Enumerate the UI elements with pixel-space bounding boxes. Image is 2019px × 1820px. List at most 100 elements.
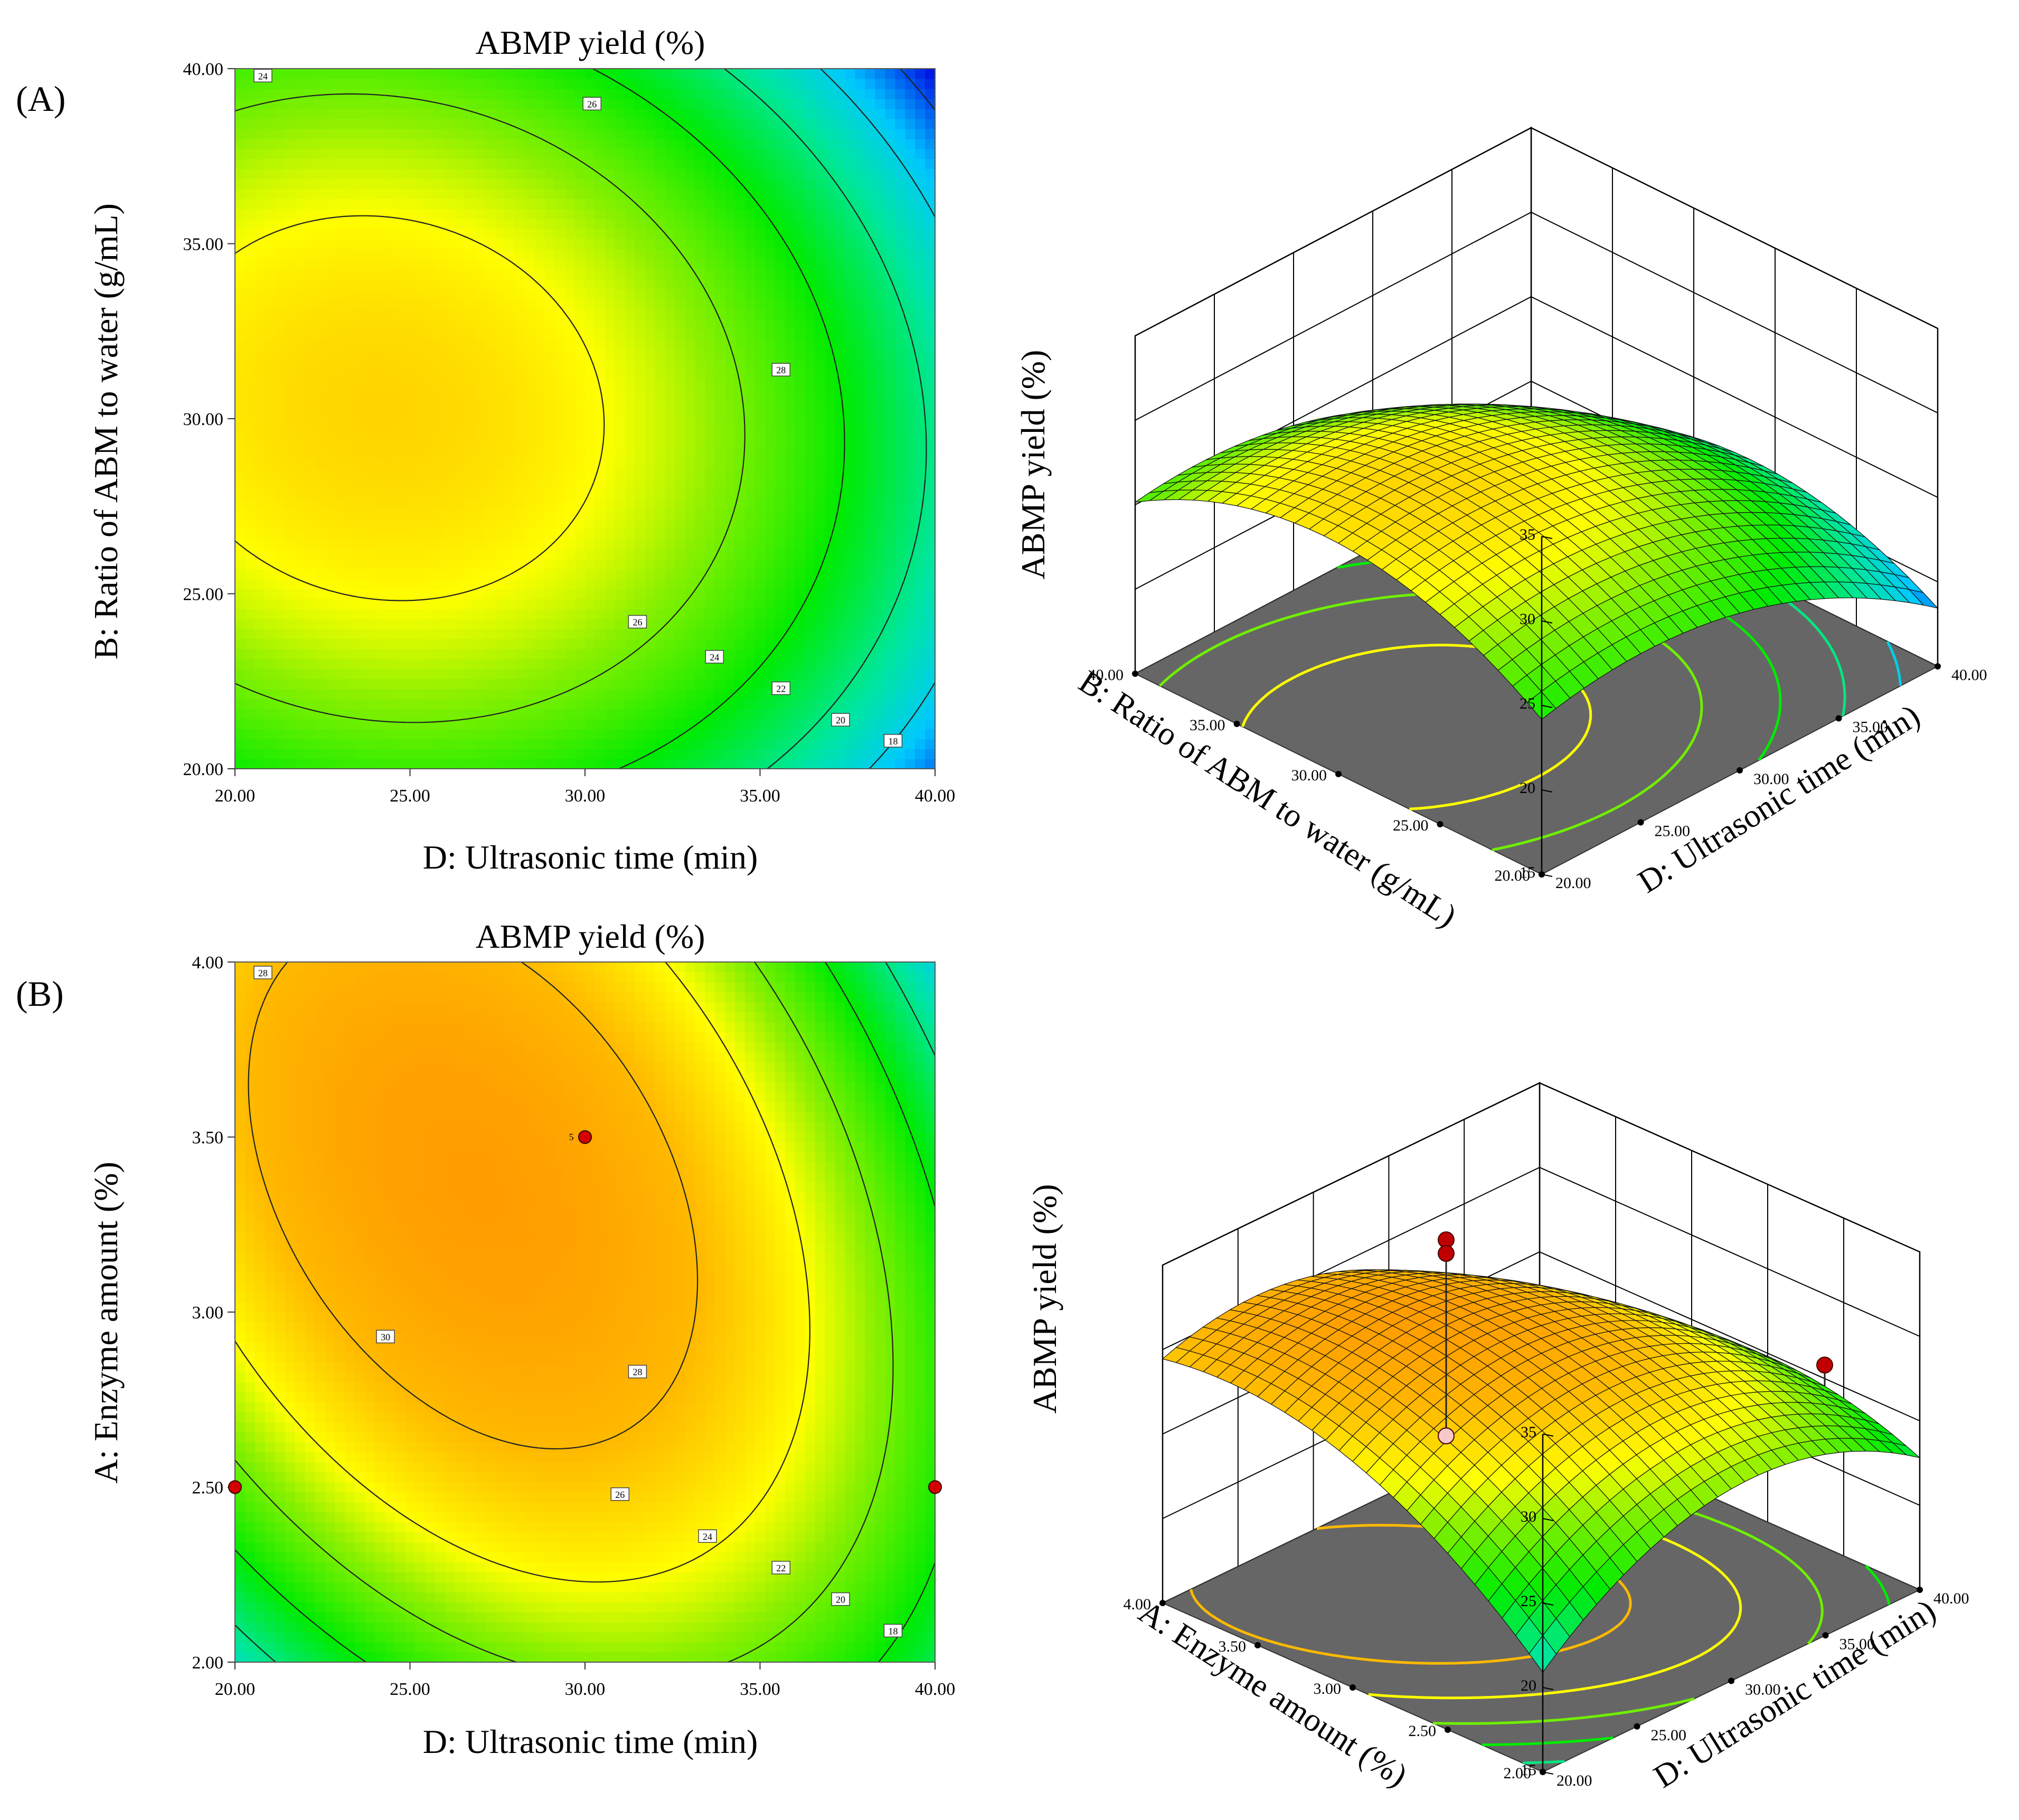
fill-cell	[405, 239, 416, 249]
fill-cell	[335, 569, 346, 579]
fill-cell	[235, 468, 246, 479]
fill-cell	[915, 328, 926, 340]
fill-cell	[235, 438, 246, 449]
fill-cell	[825, 569, 836, 579]
fill-cell	[315, 488, 326, 499]
fill-cell	[265, 239, 276, 249]
fill-cell	[625, 448, 636, 459]
fill-cell	[295, 678, 306, 690]
fill-cell	[695, 258, 706, 269]
fill-cell	[565, 348, 575, 360]
fill-cell	[315, 699, 326, 710]
fill-cell	[395, 389, 405, 399]
fill-cell	[275, 128, 286, 139]
fill-cell	[565, 668, 575, 680]
fill-cell	[285, 579, 296, 589]
fill-cell	[675, 138, 686, 149]
fill-cell	[244, 359, 256, 369]
fill-cell	[525, 318, 535, 329]
fill-cell	[495, 268, 506, 279]
fill-cell	[495, 428, 506, 439]
fill-cell	[345, 689, 356, 700]
fill-cell	[585, 599, 596, 609]
fill-cell	[345, 668, 356, 680]
fill-cell	[845, 438, 856, 449]
fill-cell	[565, 709, 575, 719]
fill-cell	[755, 369, 766, 379]
fill-cell	[395, 158, 405, 169]
fill-cell	[395, 219, 405, 229]
fill-cell	[805, 729, 816, 739]
fill-cell	[645, 498, 656, 510]
fill-cell	[435, 759, 446, 769]
fill-cell	[385, 589, 395, 599]
fill-cell	[545, 438, 555, 449]
fill-cell	[815, 118, 826, 129]
fill-cell	[905, 379, 916, 389]
fill-cell	[315, 178, 326, 190]
fill-cell	[915, 78, 926, 89]
fill-cell	[575, 298, 586, 309]
fill-cell	[385, 599, 395, 609]
contour-lines-a	[234, 68, 936, 770]
fill-cell	[325, 529, 336, 540]
fill-cell	[424, 258, 436, 269]
fill-cell	[835, 729, 846, 739]
fill-cell	[775, 729, 786, 739]
fill-cell	[765, 628, 776, 639]
fill-cell	[465, 719, 476, 729]
fill-cell	[395, 318, 405, 329]
fill-cell	[595, 88, 606, 99]
fill-cell	[875, 709, 885, 719]
fill-cell	[285, 348, 296, 360]
fill-cell	[485, 428, 496, 439]
fill-cell	[465, 168, 476, 180]
fill-cell	[695, 298, 706, 309]
fill-cell	[325, 69, 336, 79]
fill-cell	[875, 749, 885, 759]
fill-cell	[525, 78, 535, 89]
fill-cell	[395, 618, 405, 629]
fill-cell	[685, 278, 696, 289]
fill-cell	[845, 689, 856, 700]
fill-cell	[525, 529, 535, 540]
fill-cell	[835, 739, 846, 749]
fill-cell	[725, 599, 735, 609]
fill-cell	[485, 638, 496, 649]
fill-cell	[265, 569, 276, 579]
fill-cell	[725, 759, 735, 769]
fill-cell	[355, 419, 365, 429]
fill-cell	[405, 658, 416, 669]
fill-cell	[515, 379, 526, 389]
fill-cell	[755, 399, 766, 409]
fill-cell	[695, 369, 706, 379]
fill-cell	[285, 359, 296, 369]
fill-cell	[525, 678, 535, 690]
fill-cell	[335, 458, 346, 469]
fill-cell	[875, 599, 885, 609]
fill-cell	[755, 599, 766, 609]
fill-cell	[905, 458, 916, 469]
fill-cell	[545, 759, 555, 769]
fill-cell	[895, 258, 905, 269]
fill-cell	[405, 178, 416, 190]
fill-cell	[725, 478, 735, 489]
fill-cell	[424, 608, 436, 619]
fill-cell	[655, 69, 666, 79]
fill-cell	[915, 389, 926, 399]
fill-cell	[595, 569, 606, 579]
fill-cell	[815, 239, 826, 249]
fill-cell	[855, 648, 866, 659]
fill-cell	[315, 599, 326, 609]
fill-cell	[745, 559, 756, 569]
fill-cell	[615, 268, 626, 279]
contour-label: 22	[776, 684, 786, 694]
fill-cell	[445, 488, 456, 499]
fill-cell	[885, 369, 895, 379]
fill-cell	[855, 288, 866, 299]
fill-cell	[455, 579, 466, 589]
fill-cell	[775, 759, 786, 769]
fill-cell	[655, 219, 666, 229]
fill-cell	[244, 668, 256, 680]
fill-cell	[525, 409, 535, 419]
